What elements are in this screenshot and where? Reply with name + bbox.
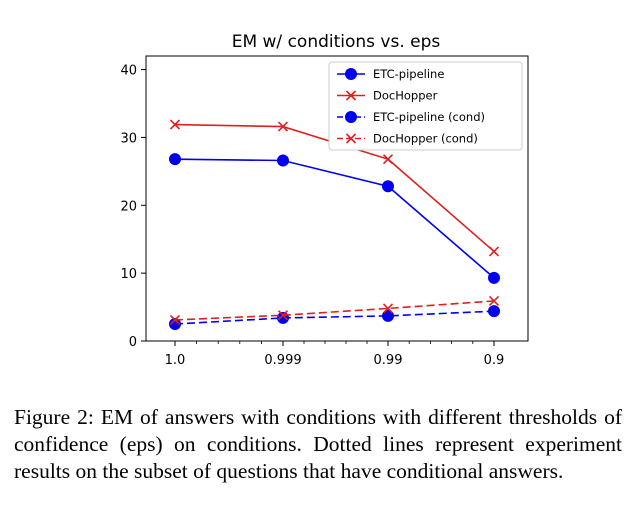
x-marker-stroke (488, 295, 500, 307)
legend-label: ETC-pipeline (373, 67, 444, 81)
x-marker-stroke (345, 133, 357, 144)
x-marker-stroke (382, 303, 394, 314)
data-point (277, 310, 289, 321)
legend: ETC-pipeline DocHopper ETC-pipeline (cond)… (328, 61, 523, 151)
y-tick-label: 10 (120, 267, 137, 282)
data-point (277, 154, 289, 167)
data-point (277, 311, 289, 324)
data-point (488, 271, 500, 284)
legend-marker (345, 133, 357, 144)
x-tick-label: 0.99 (374, 353, 403, 368)
y-tick-label: 40 (120, 64, 137, 79)
legend-marker (345, 68, 357, 80)
series-etc-pipeline (169, 153, 500, 284)
x-marker-stroke (169, 314, 181, 326)
legend-label: DocHopper (373, 89, 438, 103)
x-tick-label: 0.999 (264, 353, 301, 368)
data-point (169, 153, 181, 166)
chart-title: EM w/ conditions vs. eps (232, 32, 441, 52)
plot-frame (145, 55, 529, 342)
x-tick-label: 0.9 (484, 353, 505, 368)
data-point (169, 314, 181, 326)
x-marker-stroke (277, 310, 289, 321)
data-point (169, 119, 181, 130)
legend-entry: DocHopper (337, 89, 438, 103)
data-point (488, 246, 500, 257)
legend-marker (345, 90, 357, 101)
series-line (174, 300, 495, 321)
figure-caption: Figure 2: EM of answers with conditions … (14, 405, 622, 483)
x-tick-label: 1.0 (165, 353, 186, 368)
legend-entry: DocHopper (cond) (337, 132, 478, 146)
y-tick-label: 30 (120, 131, 137, 146)
x-marker-stroke (277, 121, 289, 132)
series-etc-pipeline-cond (169, 305, 500, 331)
legend-label: DocHopper (cond) (373, 132, 478, 146)
data-point (382, 303, 394, 314)
y-tick-label: 20 (120, 199, 137, 214)
data-point (382, 180, 394, 193)
legend-entry: ETC-pipeline (cond) (337, 110, 485, 124)
legend-label: ETC-pipeline (cond) (373, 110, 485, 124)
data-point (382, 309, 394, 322)
data-point (169, 318, 181, 331)
series-dochopper-cond (169, 295, 500, 326)
legend-box (328, 61, 523, 151)
chart: EM w/ conditions vs. eps 0 10 20 30 40 1.0 0.9… (120, 32, 529, 368)
data-point (277, 121, 289, 132)
x-marker-stroke (169, 119, 181, 130)
legend-marker (345, 111, 357, 123)
legend-entry: ETC-pipeline (337, 67, 444, 81)
y-tick-label: 0 (129, 335, 137, 350)
x-marker-stroke (382, 154, 394, 165)
data-point (382, 154, 394, 165)
axes: 0 10 20 30 40 1.0 0.999 0.99 0.9 (120, 55, 529, 368)
data-point (488, 305, 500, 318)
series-line (174, 158, 495, 279)
data-point (488, 295, 500, 307)
x-marker-stroke (345, 90, 357, 101)
series-layer (169, 119, 500, 331)
x-marker-stroke (488, 246, 500, 257)
series-line (174, 310, 495, 325)
